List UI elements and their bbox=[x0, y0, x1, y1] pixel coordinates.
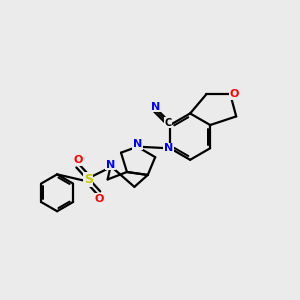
Text: N: N bbox=[164, 143, 173, 153]
Text: O: O bbox=[73, 155, 83, 165]
Text: C: C bbox=[165, 118, 172, 128]
Text: N: N bbox=[106, 160, 115, 170]
Text: S: S bbox=[84, 173, 93, 186]
Text: O: O bbox=[94, 194, 104, 204]
Text: O: O bbox=[229, 89, 239, 99]
Text: N: N bbox=[151, 102, 160, 112]
Text: N: N bbox=[133, 140, 142, 149]
